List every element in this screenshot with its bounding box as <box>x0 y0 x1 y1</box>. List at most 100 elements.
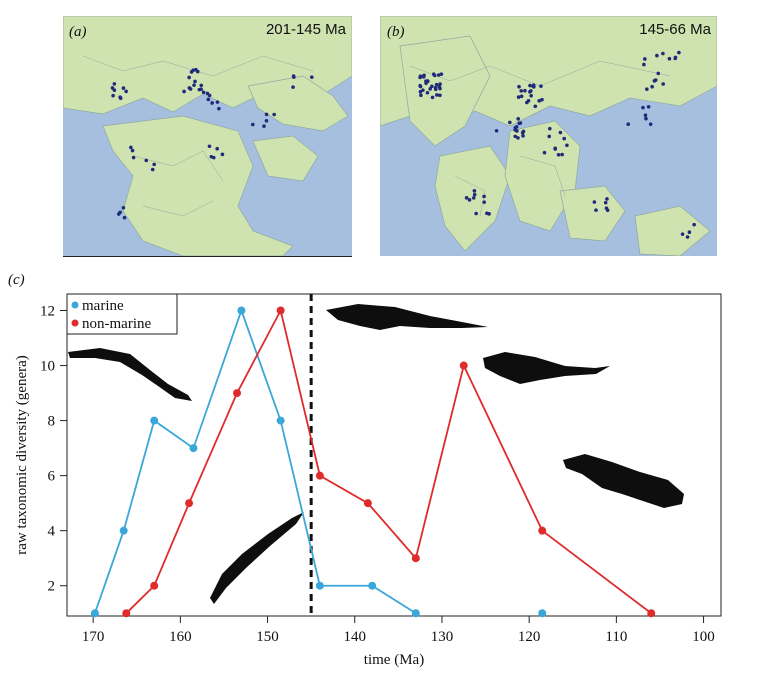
occurrence-dot <box>129 145 133 150</box>
occurrence-dot <box>516 117 520 121</box>
occurrence-dot <box>431 72 436 77</box>
occurrence-dot <box>467 198 472 202</box>
occurrence-dot <box>560 152 564 157</box>
occurrence-dot <box>220 152 225 157</box>
y-tick-label: 4 <box>48 524 56 540</box>
occurrence-dot <box>150 167 155 172</box>
occurrence-dot <box>472 192 477 197</box>
occurrence-dot <box>188 87 193 91</box>
occurrence-dot <box>430 84 434 89</box>
occurrence-dot <box>529 94 533 98</box>
occurrence-dot <box>540 97 544 102</box>
occurrence-dot <box>646 104 651 109</box>
occurrence-dot <box>641 105 645 110</box>
data-point-marine <box>368 581 377 590</box>
occurrence-dot <box>428 87 433 91</box>
occurrence-dot <box>192 83 196 87</box>
x-tick-label: 130 <box>431 629 454 645</box>
occurrence-dot <box>528 83 532 88</box>
occurrence-dot <box>291 74 296 78</box>
occurrence-dot <box>603 200 608 205</box>
occurrence-dot <box>667 56 672 61</box>
x-tick-label: 110 <box>605 629 627 645</box>
crocodylomorph-silhouettes <box>68 304 684 604</box>
data-point-marine <box>189 444 198 453</box>
data-point-marine <box>538 609 547 618</box>
diversity-chart: (c) 170 160 150 140 130 120 110 100 2 4 6 8 10 12 ti… <box>8 272 722 668</box>
data-point-non-marine <box>647 609 656 618</box>
occurrence-dot <box>191 68 196 72</box>
y-axis: 2 4 6 8 10 12 <box>40 304 67 595</box>
occurrence-dot <box>592 200 597 204</box>
occurrence-dot <box>112 82 117 86</box>
occurrence-dot <box>605 197 609 201</box>
occurrence-dot <box>485 211 489 216</box>
legend: marine non-marine <box>66 293 178 335</box>
occurrence-dot <box>661 51 665 56</box>
y-tick-label: 2 <box>48 579 56 595</box>
data-point-non-marine <box>538 526 547 535</box>
occurrence-dot <box>523 88 527 93</box>
palaeomap-a <box>63 16 352 256</box>
data-point-marine <box>119 526 128 535</box>
y-tick-label: 6 <box>48 469 56 485</box>
occurrence-dot <box>565 143 569 148</box>
occurrence-dot <box>124 89 128 94</box>
legend-label-non-marine: non-marine <box>82 316 151 332</box>
occurrence-dot <box>655 53 659 58</box>
occurrence-dot <box>112 88 117 92</box>
occurrence-dot <box>516 136 520 140</box>
y-tick-label: 8 <box>48 414 56 430</box>
occurrence-dot <box>118 95 122 99</box>
occurrence-dot <box>558 130 563 135</box>
occurrence-dot <box>519 94 524 99</box>
occurrence-dot <box>516 95 521 99</box>
silhouette-metriorhynchid-icon <box>210 512 304 604</box>
occurrence-dot <box>644 116 648 121</box>
occurrence-dot <box>471 196 476 200</box>
occurrence-dot <box>206 97 211 102</box>
occurrence-dot <box>653 78 658 82</box>
data-point-non-marine <box>233 389 242 398</box>
occurrence-dot <box>526 98 531 103</box>
silhouette-thalattosuchian-icon <box>68 348 192 401</box>
occurrence-dot <box>438 86 442 91</box>
data-point-non-marine <box>150 581 159 590</box>
data-point-non-marine <box>363 499 372 508</box>
occurrence-dot <box>513 125 518 130</box>
occurrence-dot <box>197 87 202 92</box>
occurrence-dot <box>650 84 654 89</box>
panel-letter-a: (a) <box>69 24 87 40</box>
y-axis-label: raw taxonomic diversity (genera) <box>14 355 30 555</box>
occurrence-dot <box>680 232 685 236</box>
occurrence-dot <box>482 194 486 199</box>
occurrence-dot <box>424 81 428 86</box>
map-panel-a: (a) 201-145 Ma <box>63 16 352 257</box>
occurrence-dot <box>518 121 523 125</box>
occurrence-dot <box>438 82 442 86</box>
occurrence-dot <box>642 62 646 67</box>
series-line-marine <box>94 307 417 615</box>
occurrence-dot <box>215 146 219 151</box>
occurrence-dot <box>418 84 423 89</box>
legend-box <box>66 293 178 335</box>
occurrence-dot <box>187 75 191 80</box>
occurrence-dot <box>626 122 631 126</box>
occurrence-dot <box>121 205 126 210</box>
legend-marker-non-marine <box>71 319 79 327</box>
occurrence-dot <box>594 208 598 212</box>
occurrence-dot <box>201 90 206 95</box>
x-axis: 170 160 150 140 130 120 110 100 <box>82 616 715 645</box>
y-tick-label: 10 <box>40 359 55 375</box>
occurrence-dot <box>539 84 543 88</box>
occurrence-dot <box>661 82 665 86</box>
occurrence-dot <box>542 150 547 155</box>
silhouette-eusuchian-icon <box>563 454 684 508</box>
x-tick-label: 170 <box>82 629 105 645</box>
occurrence-dot <box>291 85 295 89</box>
occurrence-dot <box>421 75 426 79</box>
data-point-marine <box>237 306 246 315</box>
data-point-non-marine <box>185 499 194 508</box>
occurrence-dot <box>207 144 212 149</box>
silhouette-notosuchian-icon <box>483 352 610 384</box>
